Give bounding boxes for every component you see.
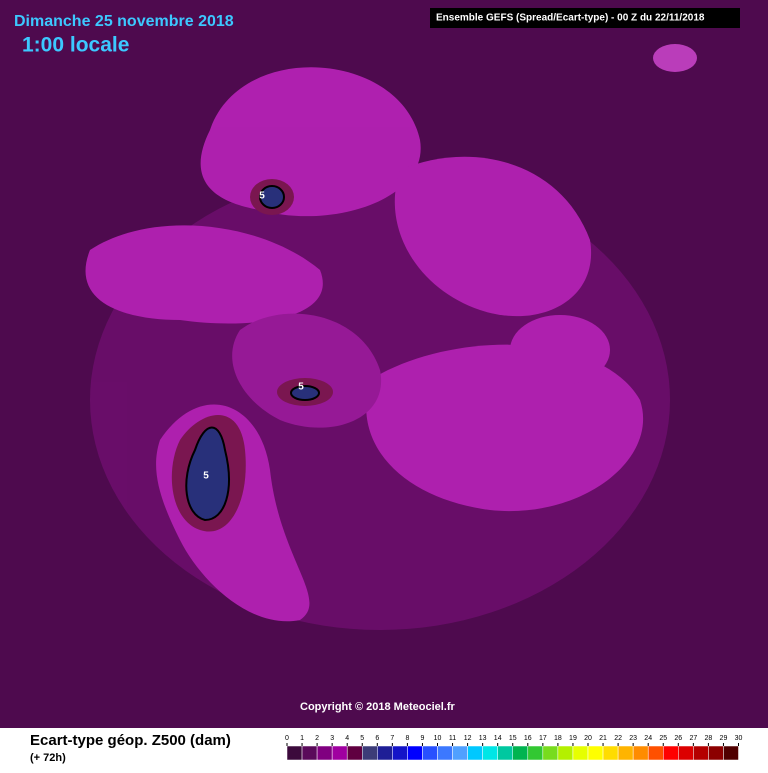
- copyright: Copyright © 2018 Meteociel.fr: [300, 701, 456, 713]
- contour-label: 5: [203, 471, 209, 482]
- color-swatch: [527, 745, 544, 761]
- tick-label: 6: [375, 735, 379, 742]
- legend-subtitle: (+ 72h): [30, 752, 66, 764]
- color-swatch: [452, 745, 468, 761]
- tick-label: 13: [479, 735, 487, 742]
- tick-label: 19: [569, 735, 577, 742]
- contour-label: 5: [298, 382, 304, 393]
- tick-label: 21: [599, 735, 607, 742]
- date: Dimanche 25 novembre 2018: [14, 13, 234, 30]
- tick-label: 9: [420, 735, 424, 742]
- tick-label: 14: [494, 735, 502, 742]
- color-swatch: [512, 745, 529, 761]
- color-swatch: [647, 745, 664, 761]
- color-swatch: [678, 745, 694, 761]
- source-box: [430, 8, 740, 28]
- tick-label: 3: [330, 735, 334, 742]
- color-swatch: [723, 745, 739, 761]
- tick-label: 8: [405, 735, 409, 742]
- color-swatch: [437, 745, 453, 761]
- tick-label: 2: [315, 735, 319, 742]
- color-swatch: [316, 745, 333, 761]
- color-swatch: [617, 745, 634, 761]
- color-swatch: [377, 745, 393, 761]
- color-swatch: [693, 745, 709, 761]
- tick-label: 12: [464, 735, 472, 742]
- time: 1:00 locale: [22, 34, 129, 57]
- color-swatch: [557, 745, 574, 761]
- tick-label: 11: [449, 735, 456, 742]
- source: Ensemble GEFS (Spread/Ecart-type) - 00 Z…: [436, 13, 705, 24]
- tick-label: 5: [360, 735, 364, 742]
- color-scale: 0 1 2 3 4 5 6 7 8 9 10 11 12 13 14 15 16 17 18 19 20 21 22 23 24…: [285, 735, 743, 761]
- tick-label: 28: [705, 735, 713, 742]
- color-swatch: [331, 745, 348, 761]
- color-swatch: [663, 745, 679, 761]
- color-swatch: [632, 745, 649, 761]
- color-swatch: [587, 745, 604, 761]
- color-swatch: [497, 745, 514, 761]
- color-swatch: [392, 745, 408, 761]
- contour-label: 5: [259, 191, 265, 202]
- tick-label: 25: [659, 735, 667, 742]
- tick-label: 18: [554, 735, 562, 742]
- color-swatch: [602, 745, 619, 761]
- color-swatch: [407, 745, 423, 761]
- tick-label: 16: [524, 735, 532, 742]
- legend-title: Ecart-type géop. Z500 (dam): [30, 732, 231, 749]
- tick-label: 23: [629, 735, 637, 742]
- color-swatch: [467, 745, 483, 761]
- tick-label: 7: [390, 735, 394, 742]
- color-swatch: [286, 745, 303, 761]
- tick-label: 24: [644, 735, 652, 742]
- tick-label: 10: [434, 735, 442, 742]
- tick-label: 15: [509, 735, 517, 742]
- color-swatch: [362, 745, 378, 761]
- tick-label: 29: [720, 735, 728, 742]
- tick-label: 30: [735, 735, 743, 742]
- color-swatch: [572, 745, 589, 761]
- spread-field: [85, 44, 697, 630]
- tick-label: 27: [689, 735, 697, 742]
- tick-label: 26: [674, 735, 682, 742]
- contour-5: [185, 185, 320, 522]
- color-swatch: [346, 745, 363, 761]
- color-swatch: [482, 745, 498, 761]
- tick-label: 4: [345, 735, 349, 742]
- tick-label: 22: [614, 735, 622, 742]
- color-swatch: [708, 745, 724, 761]
- tick-label: 0: [285, 735, 289, 742]
- color-swatch: [542, 745, 559, 761]
- tick-label: 17: [539, 735, 547, 742]
- tick-label: 1: [300, 735, 304, 742]
- color-swatch: [422, 745, 438, 761]
- color-swatch: [301, 745, 318, 761]
- tick-label: 20: [584, 735, 592, 742]
